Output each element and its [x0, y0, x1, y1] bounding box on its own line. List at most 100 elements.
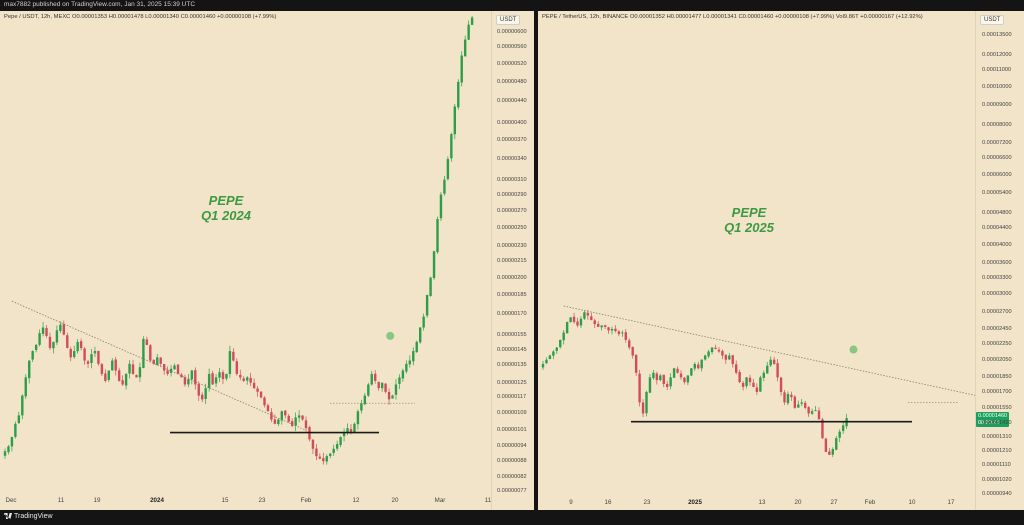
y-tick-label: 0.00004000 — [982, 241, 1012, 248]
candle-body — [76, 341, 79, 352]
chart-canvas-left[interactable] — [0, 11, 534, 510]
y-tick-label: 0.00011000 — [982, 67, 1012, 74]
candle-body — [34, 344, 38, 351]
candle-body — [374, 373, 377, 381]
candle-body — [104, 373, 107, 381]
candle-body — [370, 373, 373, 385]
candle-body — [707, 351, 710, 357]
candle-body — [249, 377, 252, 383]
candle-body — [669, 377, 672, 387]
chart-canvas-right[interactable] — [538, 11, 1024, 510]
candle-body — [349, 429, 353, 433]
candle-body — [559, 339, 562, 348]
candle-body — [741, 382, 745, 387]
candle-body — [586, 312, 590, 316]
candle-body — [731, 355, 734, 364]
candle-body — [800, 402, 803, 404]
x-tick-label: 27 — [830, 499, 838, 506]
candle-body — [838, 431, 841, 438]
candle-body — [638, 373, 641, 403]
candle-body — [152, 359, 155, 364]
candle-body — [655, 373, 659, 381]
candle-body — [672, 368, 676, 378]
candle-body — [398, 377, 401, 384]
y-tick-label: 0.00001110 — [982, 462, 1011, 469]
candle-body — [387, 391, 391, 400]
tradingview-icon — [4, 513, 12, 519]
footer-bar: TradingView — [0, 510, 1024, 525]
y-tick-label: 0.00000340 — [497, 155, 527, 162]
candle-body — [145, 339, 149, 345]
candle-body — [425, 295, 429, 316]
y-tick-label: 0.00010000 — [982, 83, 1012, 90]
y-tick-label: 0.00000082 — [497, 473, 527, 480]
candle-body — [814, 410, 817, 411]
x-tick-label: 2025 — [688, 499, 702, 506]
annotation-right-line2: Q1 2025 — [724, 220, 774, 235]
x-tick-label: Mar — [434, 497, 446, 504]
chart-legend-right: PEPE / TetherUS, 12h, BINANCE O0.0000135… — [542, 14, 923, 20]
candle-body — [266, 405, 270, 412]
candle-body — [394, 384, 398, 395]
price-axis-left[interactable]: USDT — [491, 11, 534, 510]
candle-body — [807, 407, 810, 414]
y-tick-label: 0.00000250 — [497, 224, 527, 231]
candle-body — [735, 364, 738, 373]
candle-body — [207, 373, 211, 389]
y-tick-label: 0.00000290 — [497, 191, 527, 198]
candle-body — [124, 373, 128, 386]
currency-button-left[interactable]: USDT — [496, 15, 521, 25]
tradingview-logo[interactable]: TradingView — [4, 513, 53, 520]
y-tick-label: 0.00001850 — [982, 374, 1012, 381]
chart-panel-right[interactable]: PEPE / TetherUS, 12h, BINANCE O0.0000135… — [538, 11, 1024, 510]
currency-button-right[interactable]: USDT — [980, 15, 1005, 25]
candle-body — [415, 341, 418, 353]
candle-body — [59, 324, 62, 331]
y-tick-label: 0.00001020 — [982, 476, 1012, 483]
candle-body — [69, 348, 72, 358]
y-tick-label: 0.00006000 — [982, 171, 1012, 178]
candle-body — [769, 359, 772, 366]
candle-body — [107, 370, 110, 380]
chart-panel-left[interactable]: Pepe / USDT, 12h, MEXC O0.00001353 H0.00… — [0, 11, 534, 510]
candle-body — [717, 349, 721, 352]
candle-body — [315, 448, 318, 457]
candle-body — [256, 388, 259, 392]
candle-body — [603, 325, 607, 327]
candle-body — [405, 363, 408, 372]
y-tick-label: 0.00008000 — [982, 122, 1012, 129]
y-tick-label: 0.00000600 — [497, 29, 527, 35]
candle-body — [363, 395, 367, 405]
candle-body — [841, 425, 845, 431]
candle-body — [439, 194, 443, 219]
candle-body — [377, 381, 380, 389]
candle-body — [621, 332, 624, 334]
y-tick-label: 0.00000185 — [497, 292, 527, 299]
candle-body — [436, 218, 439, 253]
y-tick-label: 0.00000094 — [497, 443, 527, 450]
candle-body — [597, 323, 600, 327]
y-tick-label: 0.00000310 — [497, 176, 527, 183]
candle-body — [380, 382, 384, 389]
x-tick-label: 2024 — [150, 497, 164, 504]
candle-body — [572, 316, 576, 323]
y-tick-label: 0.00000088 — [497, 458, 527, 465]
x-tick-label: 23 — [643, 499, 651, 506]
candle-body — [576, 321, 579, 326]
candle-body — [412, 351, 415, 362]
candle-body — [817, 410, 821, 420]
candle-body — [93, 351, 97, 354]
candle-body — [55, 330, 59, 343]
candle-body — [3, 451, 7, 456]
candle-body — [645, 391, 648, 414]
candle-body — [714, 347, 717, 350]
candle-body — [7, 446, 10, 453]
candle-body — [666, 383, 669, 387]
candle-body — [48, 336, 52, 348]
candle-body — [600, 325, 603, 328]
candle-body — [252, 382, 256, 389]
panel-divider[interactable] — [534, 11, 538, 510]
candle-body — [446, 158, 450, 180]
last-price-value: 0.00001460 — [978, 413, 1008, 420]
y-tick-label: 0.00000215 — [497, 258, 527, 265]
